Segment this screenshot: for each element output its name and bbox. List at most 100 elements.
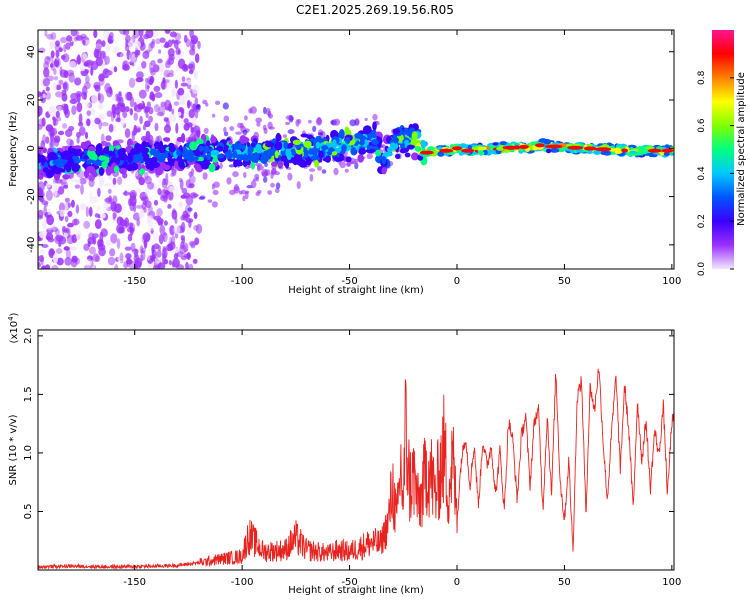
spectrogram-noise-blob xyxy=(119,252,124,261)
spectrogram-ridge-blob xyxy=(338,129,345,139)
spectrogram-noise-blob xyxy=(61,181,69,188)
snr-x-label: Height of straight line (km) xyxy=(288,585,424,596)
spectrogram-noise-blob xyxy=(257,164,261,172)
spectrogram-noise-blob xyxy=(147,224,155,231)
spectrogram-noise-blob xyxy=(75,230,82,241)
spectrogram-noise-blob xyxy=(46,235,51,240)
spectrogram-ridge-blob xyxy=(119,167,127,175)
spectrogram-noise-blob xyxy=(223,115,230,122)
snr-y-tick-label: 1.0 xyxy=(23,445,34,461)
snr-y-tick-label: 1.5 xyxy=(23,386,34,402)
spectrogram-peak xyxy=(420,150,434,155)
spectrogram-ridge-blob xyxy=(73,145,82,150)
spectrogram-noise-blob xyxy=(182,210,189,221)
spectrogram-noise-blob xyxy=(65,248,71,260)
spectrogram-noise-blob xyxy=(148,196,153,201)
spectrogram-noise-blob xyxy=(285,121,291,126)
spectrogram-ridge-blob xyxy=(193,156,199,162)
spectrogram-noise-blob xyxy=(235,131,242,135)
spectrogram-noise-blob xyxy=(42,77,51,87)
spectrogram-noise-blob xyxy=(263,106,267,115)
spectrogram-noise-blob xyxy=(120,116,126,127)
spectrogram-ridge-blob xyxy=(274,150,279,159)
spectrogram-noise-blob xyxy=(223,126,227,134)
spectrogram-noise-blob xyxy=(146,101,152,109)
spectrogram-ridge-blob xyxy=(42,147,47,154)
spectrogram-noise-blob xyxy=(153,264,160,269)
spectrogram-noise-blob xyxy=(141,61,147,69)
spectrogram-ridge-blob xyxy=(477,151,485,156)
spectrogram-noise-blob xyxy=(90,60,99,71)
spectrogram-noise-blob xyxy=(38,105,43,116)
spectrogram-noise-blob xyxy=(151,30,159,38)
spectrogram-noise-blob xyxy=(354,158,359,163)
spectrogram-noise-blob xyxy=(74,184,81,189)
spectrogram-noise-blob xyxy=(67,222,74,228)
spectrogram-noise-blob xyxy=(90,107,95,116)
spectrogram-noise-blob xyxy=(71,255,78,263)
spectrogram-noise-blob xyxy=(141,233,147,244)
spectrogram-noise-blob xyxy=(240,122,244,129)
spectrogram-ridge-blob xyxy=(414,146,422,152)
spectrogram-noise-blob xyxy=(38,255,44,262)
spectrogram-noise-blob xyxy=(136,127,141,133)
spectrogram-ridge-blob xyxy=(68,158,74,167)
spectrogram-noise-blob xyxy=(185,38,191,48)
spectrogram-noise-blob xyxy=(133,112,138,121)
spectrogram-ridge-blob xyxy=(186,155,192,160)
spectrogram-noise-blob xyxy=(129,195,137,207)
spectrogram-noise-blob xyxy=(174,32,182,41)
spectrogram-noise-blob xyxy=(131,248,139,254)
spectrogram-noise-blob xyxy=(64,215,69,223)
snr-background xyxy=(38,330,674,570)
spectrogram-noise-blob xyxy=(177,58,186,69)
spectrogram-noise-blob xyxy=(167,204,172,209)
spectrogram-noise-blob xyxy=(213,181,220,188)
spectrogram-noise-blob xyxy=(129,227,134,236)
spectrogram-noise-blob xyxy=(174,216,178,225)
spectrogram-noise-blob xyxy=(192,193,199,198)
spectrogram-peak xyxy=(439,148,454,153)
spectrogram-noise-blob xyxy=(124,106,130,113)
spectrogram-ridge-blob xyxy=(467,144,472,151)
spectrogram-ridge-blob xyxy=(389,142,399,151)
spectrogram-ridge-blob xyxy=(366,145,372,150)
spectrogram-ridge-blob xyxy=(88,146,96,152)
spectrogram-noise-blob xyxy=(346,162,351,167)
spectrogram-noise-blob xyxy=(76,30,80,37)
spectrogram-noise-blob xyxy=(38,124,43,130)
spectrogram-marks xyxy=(38,30,674,269)
spectrogram-noise-blob xyxy=(55,84,62,91)
spectrogram-noise-blob xyxy=(117,256,125,263)
spectrogram-ridge-blob xyxy=(53,172,61,181)
spectrogram-noise-blob xyxy=(63,184,69,189)
spectrogram-noise-blob xyxy=(154,257,161,264)
spectrogram-noise-blob xyxy=(134,171,139,177)
spectrogram-noise-blob xyxy=(169,31,177,38)
spectrogram-noise-blob xyxy=(271,169,277,175)
spectrogram-noise-blob xyxy=(255,117,263,123)
spectrogram-noise-blob xyxy=(317,165,322,171)
spectrogram-noise-blob xyxy=(188,263,194,269)
spectrogram-y-tick-label: 0 xyxy=(26,145,37,151)
spectrogram-noise-blob xyxy=(139,245,144,254)
spectrogram-ridge-blob xyxy=(159,140,164,150)
spectrogram-noise-blob xyxy=(163,220,168,226)
spectrogram-ridge-blob xyxy=(627,144,637,149)
spectrogram-noise-blob xyxy=(153,85,161,92)
spectrogram-noise-blob xyxy=(211,113,216,118)
spectrogram-noise-blob xyxy=(105,135,112,142)
spectrogram-ridge-blob xyxy=(243,154,251,162)
spectrogram-ridge-blob xyxy=(407,144,415,150)
spectrogram-noise-blob xyxy=(202,172,208,180)
spectrogram-ridge-blob xyxy=(341,144,347,153)
spectrogram-ridge-blob xyxy=(362,125,372,134)
spectrogram-ridge-blob xyxy=(139,168,145,176)
spectrogram-noise-blob xyxy=(106,44,110,53)
spectrogram-noise-blob xyxy=(45,124,54,132)
spectrogram-ridge-blob xyxy=(357,154,365,163)
spectrogram-noise-blob xyxy=(177,251,184,258)
spectrogram-ridge-blob xyxy=(324,155,331,163)
spectrogram-noise-blob xyxy=(169,69,174,75)
spectrogram-ridge-blob xyxy=(345,136,351,144)
